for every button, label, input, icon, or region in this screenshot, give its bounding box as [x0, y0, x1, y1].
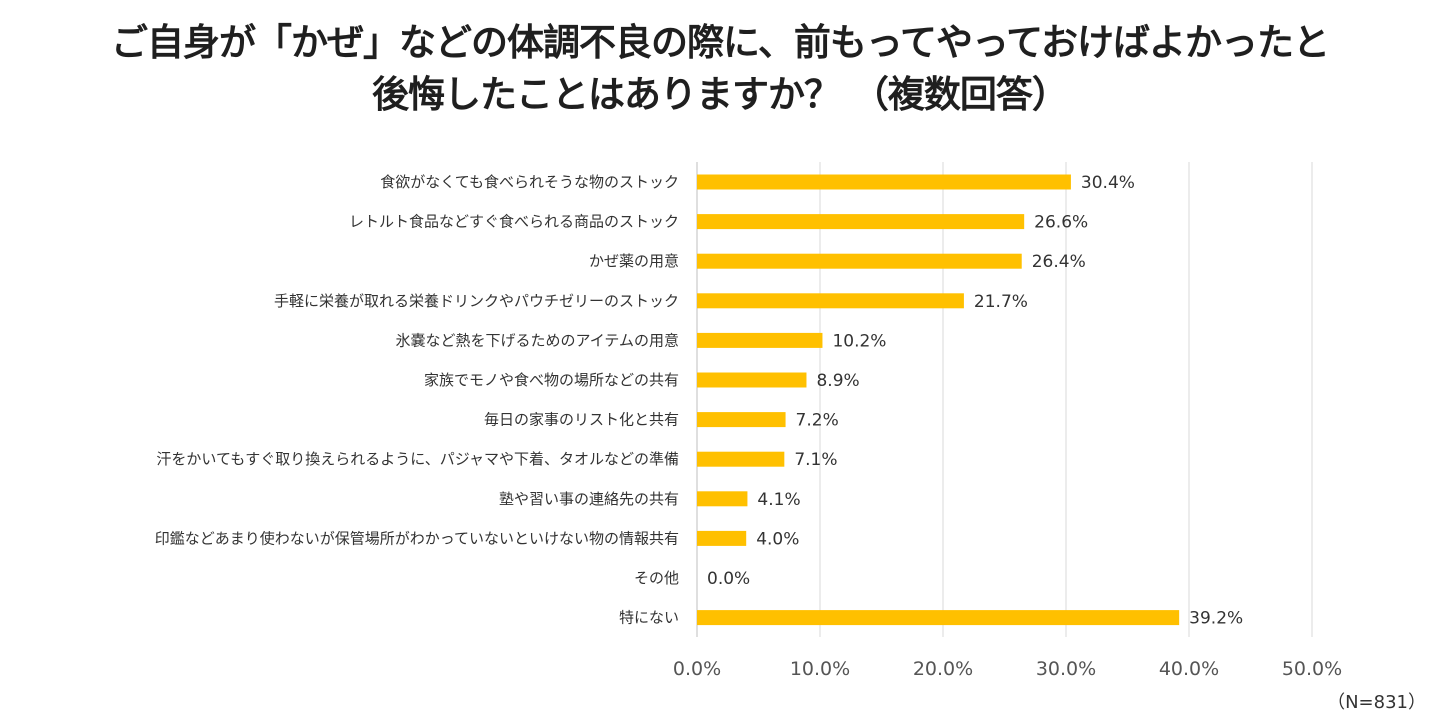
bar: [697, 372, 807, 388]
data-label: 8.9%: [816, 371, 859, 391]
category-label: 毎日の家事のリスト化と共有: [484, 411, 679, 429]
category-label: その他: [634, 569, 679, 587]
category-label: 印鑑などあまり使わないが保管場所がわかっていないといけない物の情報共有: [155, 529, 679, 547]
sample-size-note: （N=831）: [1327, 692, 1426, 713]
bar: [697, 491, 748, 507]
x-tick-label: 30.0%: [1036, 658, 1096, 680]
data-label: 4.0%: [756, 529, 799, 549]
x-tick-label: 40.0%: [1159, 658, 1219, 680]
category-label: 特にない: [619, 609, 679, 627]
bar: [697, 253, 1022, 269]
category-label: 家族でモノや食べ物の場所などの共有: [424, 371, 679, 389]
bar: [697, 332, 823, 348]
bar: [697, 293, 964, 309]
category-label: 氷嚢など熱を下げるためのアイテムの用意: [395, 331, 679, 349]
data-label: 39.2%: [1189, 609, 1243, 629]
chart-title-line-2: 後悔したことはありますか？ （複数回答）: [372, 73, 1069, 116]
chart-title-line-1: ご自身が「かぜ」などの体調不良の際に、前もってやっておけばよかったと: [110, 21, 1330, 64]
x-tick-label: 10.0%: [790, 658, 850, 680]
bar: [697, 530, 747, 546]
data-label: 21.7%: [974, 292, 1028, 312]
data-label: 30.4%: [1081, 173, 1135, 193]
bar: [697, 214, 1025, 230]
bar: [697, 174, 1071, 190]
data-label: 0.0%: [707, 569, 750, 589]
x-tick-label: 50.0%: [1282, 658, 1342, 680]
data-label: 26.4%: [1032, 252, 1086, 272]
data-label: 4.1%: [757, 490, 800, 510]
bar: [697, 412, 786, 428]
x-tick-label: 0.0%: [673, 658, 721, 680]
data-label: 7.2%: [796, 411, 839, 431]
category-label: 塾や習い事の連絡先の共有: [499, 490, 679, 508]
category-label: かぜ薬の用意: [589, 252, 679, 270]
data-label: 10.2%: [832, 331, 886, 351]
category-label: 汗をかいてもすぐ取り換えられるように、パジャマや下着、タオルなどの準備: [156, 450, 679, 468]
data-label: 26.6%: [1034, 213, 1088, 233]
category-label: 手軽に栄養が取れる栄養ドリンクやパウチゼリーのストック: [274, 292, 679, 310]
x-tick-label: 20.0%: [913, 658, 973, 680]
category-label: 食欲がなくても食べられそうな物のストック: [380, 173, 679, 191]
data-label: 7.1%: [794, 450, 837, 470]
bar: [697, 610, 1180, 626]
category-label: レトルト食品などすぐ食べられる商品のストック: [349, 213, 679, 231]
bar: [697, 451, 785, 467]
